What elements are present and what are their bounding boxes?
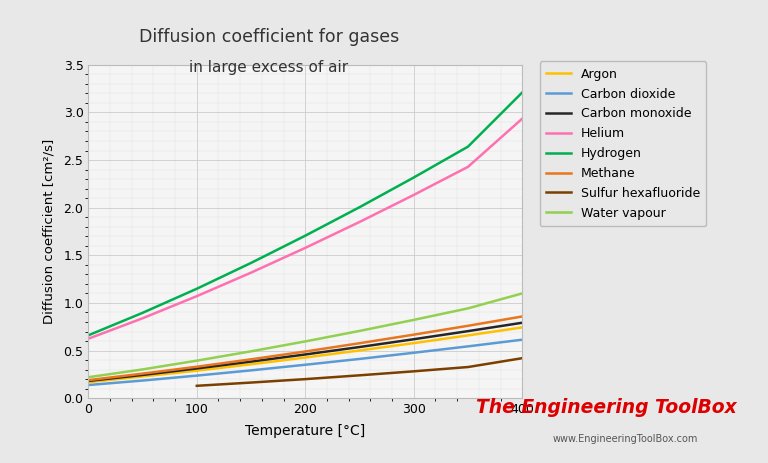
Sulfur hexafluoride: [301, 376, 310, 382]
Water vapour: [301, 338, 310, 344]
Argon: [84, 379, 93, 385]
Water vapour: [247, 349, 256, 354]
Sulfur hexafluoride: [247, 380, 256, 385]
Helium: [463, 164, 472, 169]
Argon: [355, 348, 364, 353]
Methane: [355, 340, 364, 346]
Hydrogen: [518, 90, 527, 95]
Carbon monoxide: [518, 320, 527, 325]
Hydrogen: [301, 233, 310, 238]
Methane: [138, 371, 147, 376]
Helium: [518, 116, 527, 121]
Hydrogen: [84, 332, 93, 338]
Text: Diffusion coefficient for gases: Diffusion coefficient for gases: [139, 28, 399, 46]
Carbon dioxide: [409, 350, 419, 356]
Argon: [463, 332, 472, 338]
Methane: [84, 377, 93, 383]
Sulfur hexafluoride: [518, 356, 527, 361]
Helium: [301, 245, 310, 250]
Water vapour: [84, 375, 93, 380]
Methane: [409, 332, 419, 338]
Carbon dioxide: [518, 337, 527, 343]
Carbon dioxide: [355, 356, 364, 362]
Methane: [301, 349, 310, 354]
Carbon dioxide: [84, 382, 93, 388]
Hydrogen: [138, 310, 147, 316]
Line: Helium: Helium: [88, 119, 522, 339]
Water vapour: [518, 291, 527, 296]
Text: www.EngineeringToolBox.com: www.EngineeringToolBox.com: [553, 434, 698, 444]
Argon: [138, 374, 147, 379]
Line: Sulfur hexafluoride: Sulfur hexafluoride: [197, 358, 522, 386]
Helium: [247, 270, 256, 275]
Methane: [247, 357, 256, 362]
Carbon monoxide: [409, 337, 419, 342]
Water vapour: [138, 367, 147, 372]
Carbon dioxide: [247, 368, 256, 373]
Legend: Argon, Carbon dioxide, Carbon monoxide, Helium, Hydrogen, Methane, Sulfur hexafl: Argon, Carbon dioxide, Carbon monoxide, …: [540, 62, 707, 226]
Carbon monoxide: [247, 359, 256, 364]
Hydrogen: [247, 260, 256, 266]
Argon: [518, 325, 527, 330]
Water vapour: [355, 328, 364, 334]
Carbon monoxide: [301, 352, 310, 357]
Hydrogen: [192, 286, 201, 292]
Line: Water vapour: Water vapour: [88, 294, 522, 377]
Carbon dioxide: [138, 378, 147, 383]
Water vapour: [192, 358, 201, 363]
Hydrogen: [355, 205, 364, 210]
Carbon monoxide: [463, 328, 472, 334]
Argon: [247, 362, 256, 367]
Helium: [192, 294, 201, 299]
Water vapour: [463, 306, 472, 311]
Carbon monoxide: [138, 372, 147, 378]
Hydrogen: [463, 144, 472, 150]
Sulfur hexafluoride: [355, 373, 364, 378]
Argon: [301, 355, 310, 360]
Helium: [138, 315, 147, 321]
Line: Carbon monoxide: Carbon monoxide: [88, 323, 522, 381]
Carbon dioxide: [301, 362, 310, 368]
Y-axis label: Diffusion coefficient [cm²/s]: Diffusion coefficient [cm²/s]: [42, 139, 55, 324]
X-axis label: Temperature [°C]: Temperature [°C]: [245, 425, 366, 438]
Argon: [409, 340, 419, 346]
Helium: [355, 219, 364, 225]
Methane: [463, 323, 472, 329]
Line: Carbon dioxide: Carbon dioxide: [88, 340, 522, 385]
Carbon monoxide: [192, 366, 201, 371]
Methane: [518, 313, 527, 319]
Text: The Engineering ToolBox: The Engineering ToolBox: [476, 398, 737, 417]
Water vapour: [409, 317, 419, 323]
Carbon monoxide: [84, 378, 93, 384]
Hydrogen: [409, 175, 419, 180]
Line: Argon: Argon: [88, 327, 522, 382]
Sulfur hexafluoride: [463, 364, 472, 370]
Carbon dioxide: [192, 373, 201, 378]
Sulfur hexafluoride: [409, 369, 419, 374]
Line: Hydrogen: Hydrogen: [88, 93, 522, 335]
Helium: [409, 192, 419, 198]
Methane: [192, 364, 201, 369]
Sulfur hexafluoride: [192, 383, 201, 388]
Helium: [84, 336, 93, 342]
Carbon monoxide: [355, 344, 364, 350]
Argon: [192, 368, 201, 374]
Carbon dioxide: [463, 344, 472, 349]
Line: Methane: Methane: [88, 316, 522, 380]
Text: in large excess of air: in large excess of air: [189, 60, 349, 75]
